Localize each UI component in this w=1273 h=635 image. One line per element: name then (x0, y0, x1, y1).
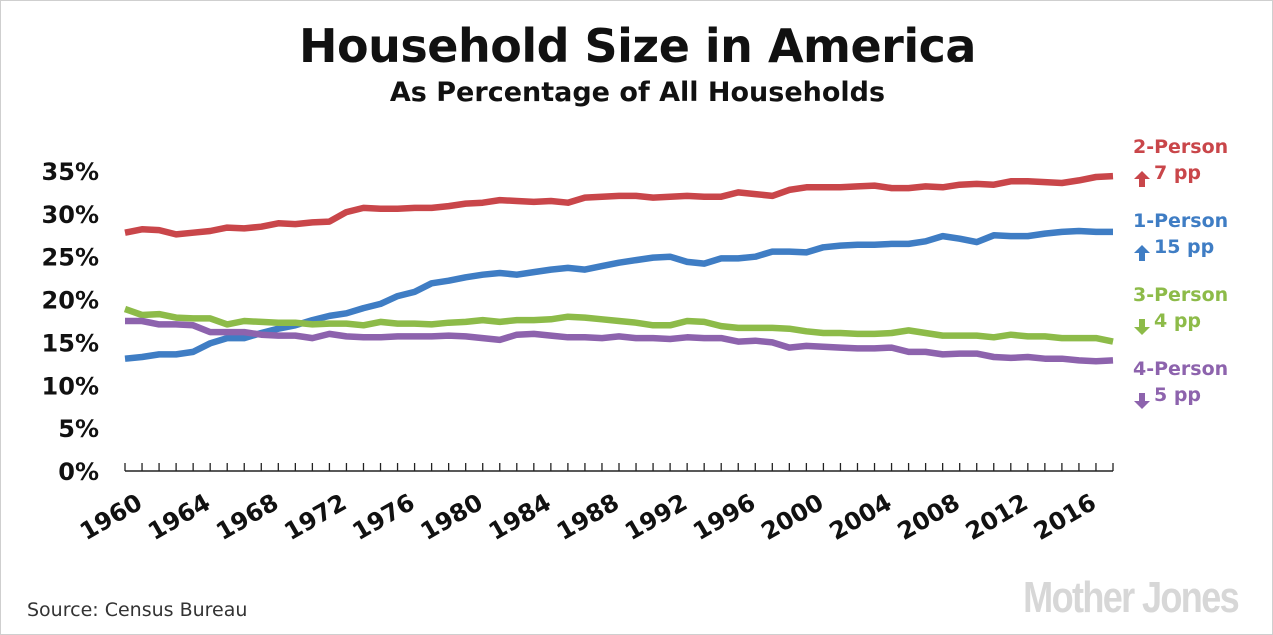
x-tick-label: 1964 (143, 488, 215, 546)
source-note: Source: Census Bureau (27, 599, 248, 621)
x-tick-label: 1960 (75, 488, 147, 546)
y-tick-label: 20% (42, 287, 99, 315)
chart-title: Household Size in America (299, 19, 976, 73)
x-tick-label: 1984 (484, 488, 556, 546)
legend-change-1-person: 15 pp (1154, 236, 1214, 258)
series-line-4-person (125, 317, 1114, 365)
publisher-logo: Mother Jones (1023, 573, 1240, 622)
x-tick-label: 2012 (961, 488, 1033, 546)
legend-label-2-person: 2-Person (1133, 136, 1228, 158)
x-tick-label: 2004 (825, 488, 897, 546)
legend-change-2-person: 7 pp (1154, 162, 1201, 184)
legend-label-4-person: 4-Person (1133, 358, 1228, 380)
legend-change-3-person: 4 pp (1154, 310, 1201, 332)
x-tick-label: 2016 (1029, 488, 1101, 546)
x-tick-label: 1972 (279, 488, 351, 546)
arrow-up-icon (1134, 171, 1150, 187)
series-line-3-person (123, 305, 1114, 345)
x-tick-label: 1988 (552, 488, 624, 546)
chart-lines (123, 172, 1114, 365)
x-tick-label: 1968 (211, 488, 283, 546)
y-tick-label: 10% (42, 372, 99, 400)
arrow-down-icon (1134, 319, 1150, 335)
series-line-1-person (124, 227, 1113, 362)
x-tick-label: 1992 (620, 488, 692, 546)
y-tick-label: 35% (42, 158, 99, 186)
x-tick-label: 2008 (893, 488, 965, 546)
y-tick-label: 25% (42, 244, 99, 272)
legend-change-4-person: 5 pp (1154, 384, 1201, 406)
y-tick-label: 15% (42, 329, 99, 357)
chart-legend: 2-Person 7 pp 1-Person 15 pp 3-Person 4 pp 4-P… (1133, 136, 1228, 409)
arrow-up-icon (1134, 245, 1150, 261)
series-line-2-person (124, 172, 1114, 238)
x-tick-label: 1996 (688, 488, 760, 546)
legend-label-3-person: 3-Person (1133, 284, 1228, 306)
y-tick-label: 0% (58, 458, 99, 486)
x-tick-label: 1976 (348, 488, 420, 546)
x-tick-label: 1980 (416, 488, 488, 546)
y-tick-label: 30% (42, 201, 99, 229)
arrow-down-icon (1134, 393, 1150, 409)
x-tick-label: 2000 (756, 488, 828, 546)
y-tick-label: 5% (58, 415, 99, 443)
legend-label-1-person: 1-Person (1133, 210, 1228, 232)
chart-subtitle: As Percentage of All Households (389, 77, 886, 108)
